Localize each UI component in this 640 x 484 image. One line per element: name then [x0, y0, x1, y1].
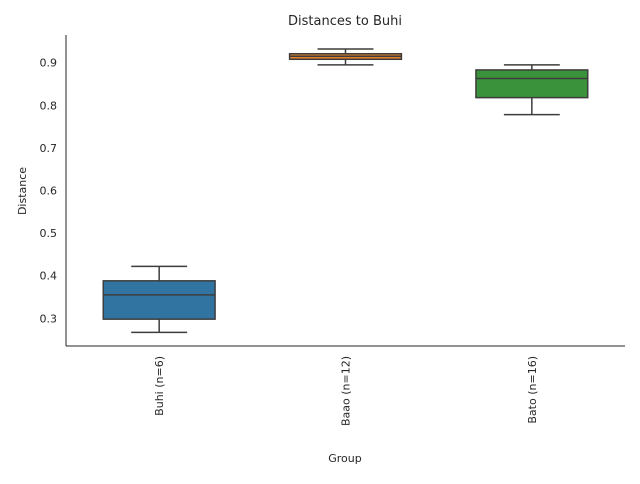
chart-title: Distances to Buhi	[288, 14, 402, 29]
x-tick-label: Buhi (n=6)	[153, 356, 166, 416]
axes	[65, 35, 625, 347]
y-tick-label: 0.4	[40, 270, 58, 283]
y-tick-label: 0.9	[40, 57, 58, 70]
x-axis-label: Group	[328, 452, 362, 465]
y-tick-label: 0.3	[40, 312, 58, 325]
y-tick-label: 0.7	[40, 142, 58, 155]
x-tick-label: Bato (n=16)	[526, 356, 539, 424]
y-tick-label: 0.8	[40, 99, 58, 112]
box-group	[102, 265, 216, 334]
x-ticks: Buhi (n=6) Baao (n=12) Bato (n=16)	[153, 356, 539, 426]
x-tick-label: Baao (n=12)	[340, 356, 353, 426]
box-iqr	[475, 69, 589, 99]
y-axis-label: Distance	[16, 167, 29, 215]
y-ticks: 0.3 0.4 0.5 0.6 0.7 0.8 0.9	[40, 57, 58, 326]
y-tick-label: 0.6	[40, 185, 58, 198]
box-group	[475, 64, 589, 116]
box-group	[288, 48, 403, 66]
y-tick-label: 0.5	[40, 227, 58, 240]
boxes	[102, 48, 589, 334]
box-iqr	[102, 280, 216, 320]
